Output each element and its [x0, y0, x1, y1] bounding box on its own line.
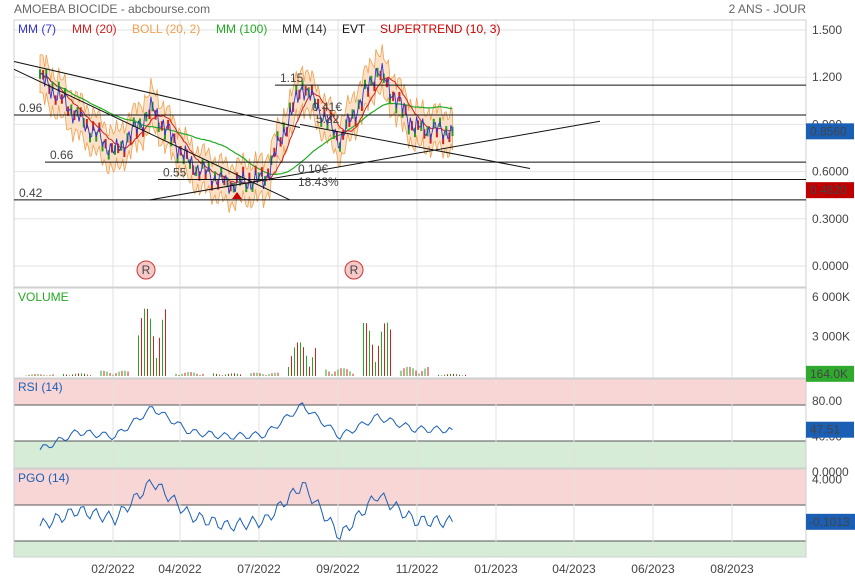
trendline-up — [149, 120, 601, 201]
annotation-1: 5.82 — [316, 112, 340, 126]
x-axis-label-0: 02/2022 — [91, 562, 135, 576]
legend-item-0: MM (7) — [18, 22, 56, 36]
rsi-last-tag — [806, 421, 854, 438]
supertrend-arrow — [232, 192, 242, 199]
price-ytick-4: 0.3000 — [812, 212, 849, 226]
annotation-3: 18.43% — [298, 175, 339, 189]
volume-last-tag — [806, 365, 854, 382]
legend-item-6: SUPERTREND (10, 3) — [380, 22, 500, 36]
pgo-panel — [13, 468, 807, 558]
r-marker-label-0: R — [142, 263, 151, 277]
trendline-3 — [13, 68, 291, 201]
level-label-2: 0.66 — [50, 148, 74, 162]
volume-ytick-0: 6 000K — [812, 290, 850, 304]
x-axis-label-4: 11/2022 — [396, 562, 439, 576]
trendline-down — [13, 60, 301, 129]
pgo-upper-zone — [14, 469, 806, 505]
pgo-lower-zone — [14, 541, 806, 557]
r-marker-0: R — [136, 260, 156, 280]
volume-title: VOLUME — [18, 290, 69, 304]
pgo-last-tag — [806, 513, 855, 530]
volume-last-label: 164.0K — [810, 367, 848, 381]
mm100-line — [39, 73, 453, 175]
legend-item-2: BOLL (20, 2) — [132, 22, 200, 36]
legend-item-5: EVT — [342, 22, 366, 36]
legend-item-4: MM (14) — [282, 22, 327, 36]
pgo-title: PGO (14) — [18, 471, 69, 485]
volume-ytick-1: 3 000K — [812, 330, 850, 344]
chart-title: AMOEBA BIOCIDE - abcbourse.com — [14, 2, 210, 16]
rsi-oversold-zone — [14, 441, 806, 468]
level-label-3: 0.55 — [163, 165, 187, 179]
legend-item-1: MM (20) — [72, 22, 117, 36]
stop-price-label: 0.4820 — [810, 183, 847, 197]
level-label-4: 0.42 — [19, 186, 43, 200]
mm7-line — [39, 63, 453, 194]
rsi-line — [39, 402, 453, 451]
trendline-2 — [299, 123, 531, 169]
price-ytick-3: 0.6000 — [812, 165, 849, 179]
last-price-tag — [806, 123, 854, 140]
price-ytick-1: 1.200 — [812, 70, 842, 84]
level-label-1: 0.96 — [19, 101, 43, 115]
period-label: 2 ANS - JOUR — [729, 2, 807, 16]
stop-price-tag — [806, 182, 854, 199]
legend-item-3: MM (100) — [216, 22, 267, 36]
x-axis-label-3: 09/2022 — [316, 562, 360, 576]
rsi-title: RSI (14) — [18, 380, 63, 394]
price-ytick-5: 0.0000 — [812, 259, 849, 273]
last-price-label: 0.8560 — [810, 124, 847, 138]
price-ytick-0: 1.500 — [812, 23, 842, 37]
r-marker-circle-0 — [136, 260, 156, 280]
rsi-ytick-0: 80.00 — [812, 394, 842, 408]
level-label-0: 1.15 — [280, 71, 304, 85]
x-axis-label-1: 04/2022 — [158, 562, 202, 576]
rsi-ytick-2: 0.0000 — [812, 465, 849, 479]
x-axis-label-7: 06/2023 — [631, 562, 675, 576]
x-axis-label-6: 04/2023 — [552, 562, 596, 576]
x-axis-label-2: 07/2022 — [237, 562, 281, 576]
x-axis-label-8: 08/2023 — [710, 562, 754, 576]
x-axis-label-5: 01/2023 — [474, 562, 518, 576]
pgo-line — [39, 478, 453, 541]
pgo-last-label: -0.1013 — [809, 515, 850, 529]
r-marker-1: R — [344, 260, 364, 280]
volume-panel — [13, 287, 807, 379]
r-marker-circle-1 — [344, 260, 364, 280]
rsi-last-label: 47.51 — [810, 423, 840, 437]
pgo-ytick-0: 4.000 — [812, 472, 842, 486]
price-panel — [13, 19, 807, 288]
rsi-overbought-zone — [14, 379, 806, 405]
annotation-2: 0.10€ — [298, 162, 328, 176]
candle-264 — [451, 126, 454, 137]
r-marker-label-1: R — [350, 263, 359, 277]
annotation-0: 0.41€ — [312, 100, 342, 114]
